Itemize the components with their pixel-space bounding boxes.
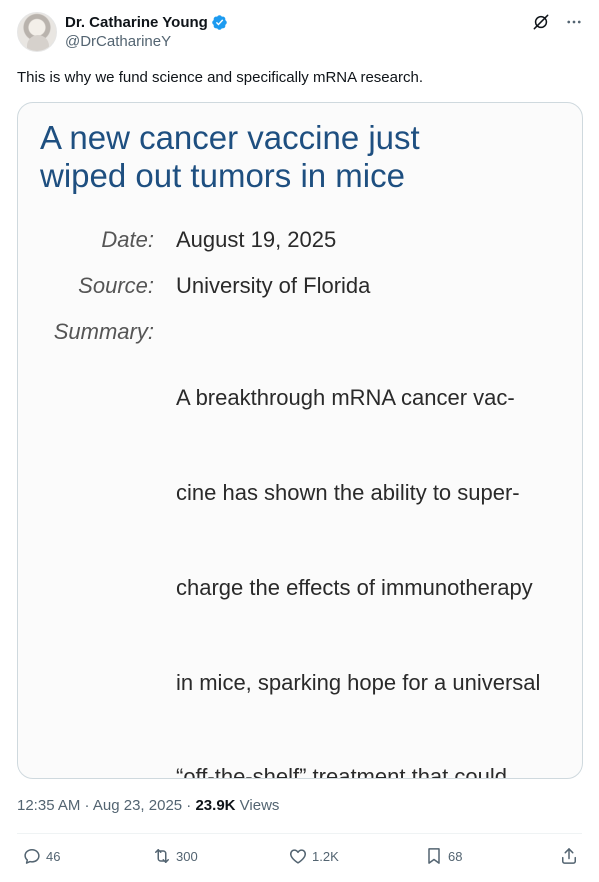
grok-icon[interactable] <box>531 12 551 32</box>
summary-line: “off-the-shelf” treatment that could <box>176 764 507 779</box>
summary-line: A breakthrough mRNA cancer vac- <box>176 385 515 411</box>
avatar[interactable] <box>17 12 57 52</box>
like-button[interactable]: 1.2K <box>288 846 339 866</box>
date-label: Date: <box>101 227 154 252</box>
author-block: Dr. Catharine Young @DrCatharineY <box>65 13 228 52</box>
retweet-button[interactable]: 300 <box>152 846 198 866</box>
tweet-text: This is why we fund science and specific… <box>17 69 423 86</box>
timestamp[interactable]: 12:35 AM · Aug 23, 2025 · <box>17 797 196 814</box>
summary-line: cine has shown the ability to super- <box>176 479 520 505</box>
verified-badge-icon <box>211 14 228 31</box>
views-label: Views <box>235 797 280 814</box>
summary-row: Summary: A breakthrough mRNA cancer vac-… <box>18 319 582 778</box>
retweet-count: 300 <box>176 848 198 864</box>
share-icon <box>559 846 579 866</box>
source-value: University of Florida <box>176 273 371 298</box>
divider <box>17 833 582 834</box>
share-button[interactable] <box>559 846 579 866</box>
reply-count: 46 <box>46 848 61 864</box>
date-value: August 19, 2025 <box>176 227 337 252</box>
reply-icon <box>22 846 42 866</box>
bookmark-button[interactable]: 68 <box>424 846 462 866</box>
bookmark-icon <box>424 846 444 866</box>
author-display-name-row[interactable]: Dr. Catharine Young <box>65 13 228 32</box>
summary-line: charge the effects of immunotherapy <box>176 574 533 600</box>
card-title-line-2: wiped out tumors in mice <box>40 157 405 194</box>
views-count: 23.9K <box>195 797 236 814</box>
card-title-line-1: A new cancer vaccine just <box>40 119 420 156</box>
summary-text: A breakthrough mRNA cancer vac- cine has… <box>176 319 541 779</box>
card-title: A new cancer vaccine just wiped out tumo… <box>40 119 570 195</box>
summary-line: in mice, sparking hope for a universal <box>176 669 541 695</box>
author-handle[interactable]: @DrCatharineY <box>65 33 172 50</box>
tweet-header: Dr. Catharine Young @DrCatharineY <box>17 12 583 56</box>
like-icon <box>288 846 308 866</box>
retweet-icon <box>152 846 172 866</box>
source-label: Source: <box>78 273 154 298</box>
tweet-meta: 12:35 AM · Aug 23, 2025 · 23.9K Views <box>17 796 279 816</box>
action-bar: 46 300 1.2K 68 <box>22 846 579 870</box>
author-display-name[interactable]: Dr. Catharine Young <box>65 14 208 31</box>
bookmark-count: 68 <box>448 848 463 864</box>
attached-image[interactable]: A new cancer vaccine just wiped out tumo… <box>17 102 583 779</box>
summary-label: Summary: <box>53 319 154 344</box>
reply-button[interactable]: 46 <box>22 846 60 866</box>
top-actions <box>531 12 583 32</box>
more-options-icon[interactable] <box>565 13 583 31</box>
like-count: 1.2K <box>312 848 339 864</box>
